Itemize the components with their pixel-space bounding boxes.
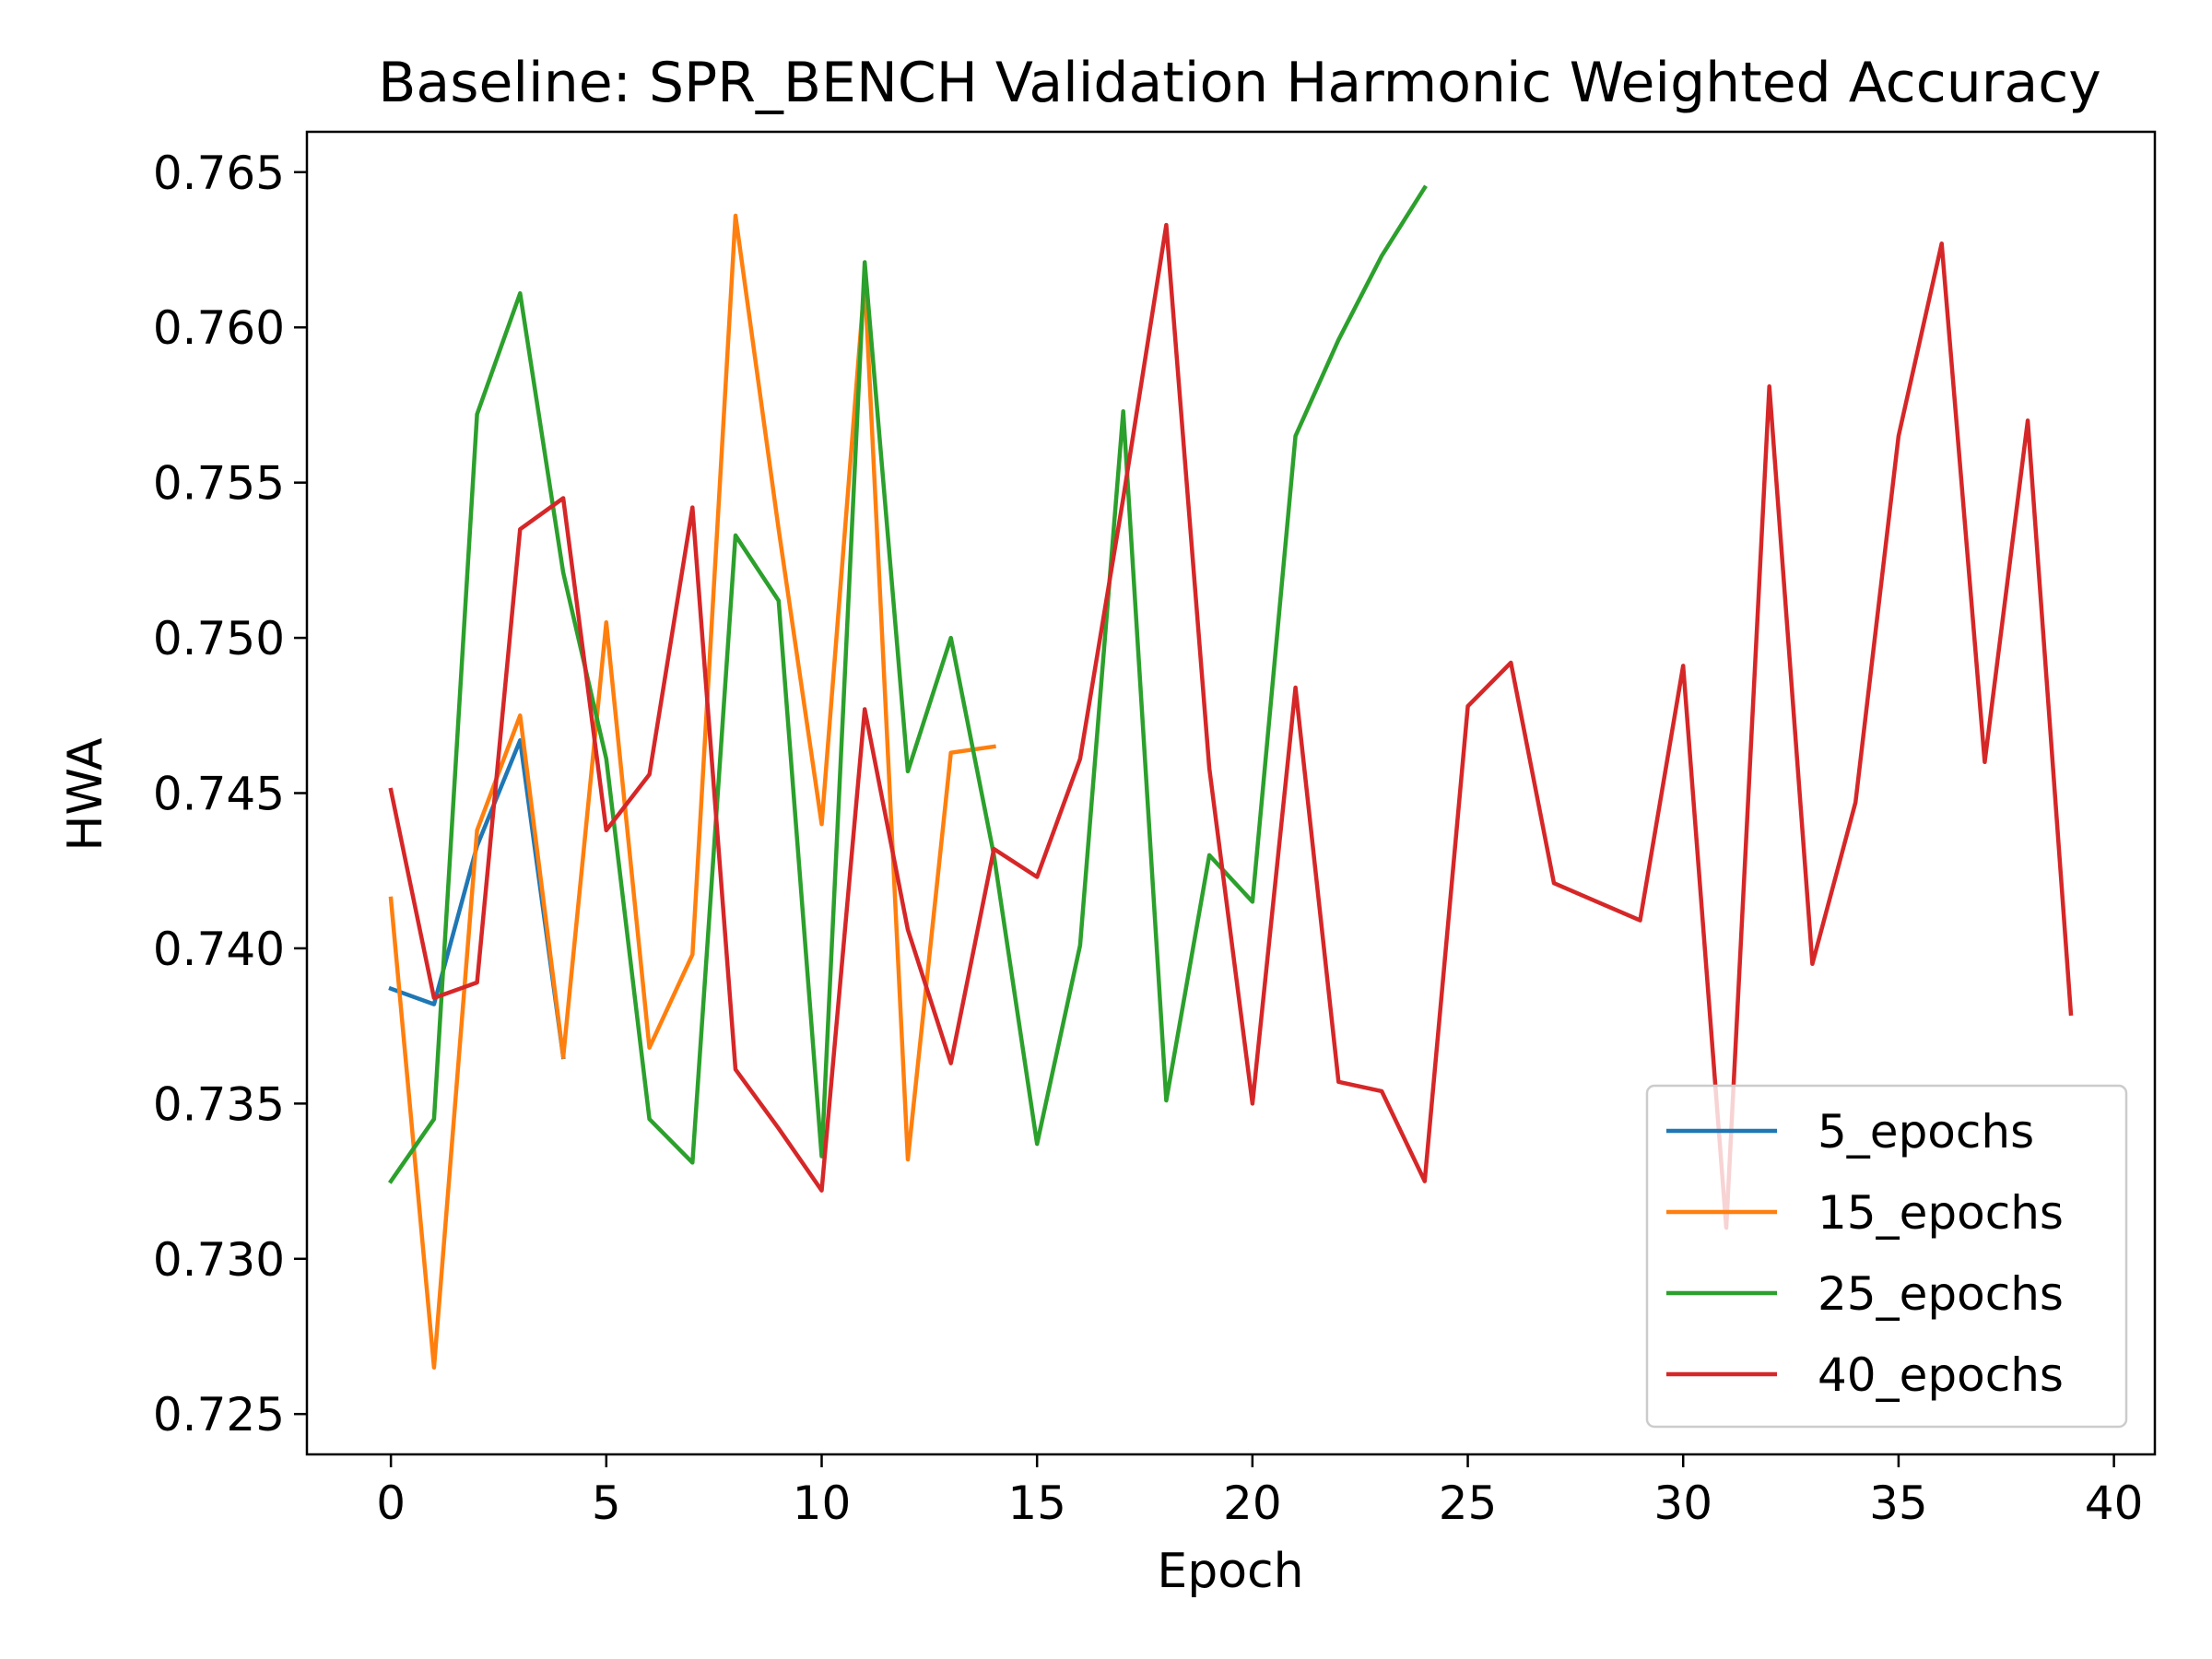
series-line-40_epochs bbox=[388, 222, 2074, 1230]
x-tick-label: 10 bbox=[793, 1477, 852, 1530]
y-tick-label: 0.745 bbox=[153, 768, 285, 821]
y-tick-label: 0.735 bbox=[153, 1077, 285, 1131]
y-axis-label: HWA bbox=[58, 737, 113, 852]
x-axis-label: Epoch bbox=[1157, 1544, 1303, 1599]
x-tick-label: 30 bbox=[1653, 1477, 1712, 1530]
y-tick-label: 0.765 bbox=[153, 147, 285, 200]
x-tick-label: 15 bbox=[1007, 1477, 1066, 1530]
plot-lines bbox=[387, 184, 2074, 1370]
y-tick-label: 0.730 bbox=[153, 1233, 285, 1287]
y-tick-label: 0.750 bbox=[153, 612, 285, 665]
x-tick-label: 20 bbox=[1223, 1477, 1282, 1530]
legend-label-40_epochs: 40_epochs bbox=[1818, 1348, 2064, 1402]
x-axis-ticks: 0 5 10 15 20 25 30 35 40 bbox=[376, 1454, 2143, 1530]
y-tick-label: 0.760 bbox=[153, 301, 285, 355]
x-tick-label: 35 bbox=[1869, 1477, 1928, 1530]
legend: 5_epochs 15_epochs 25_epochs 40_epochs bbox=[1645, 1084, 2128, 1429]
y-tick-label: 0.755 bbox=[153, 457, 285, 511]
chart-title: Baseline: SPR_BENCH Validation Harmonic … bbox=[378, 51, 2100, 115]
legend-label-15_epochs: 15_epochs bbox=[1818, 1186, 2064, 1240]
series-line-25_epochs bbox=[387, 184, 1428, 1184]
y-axis-ticks: 0.725 0.730 0.735 0.740 0.745 0.750 0.755 0.760… bbox=[153, 147, 307, 1441]
y-tick-label: 0.740 bbox=[153, 923, 285, 976]
x-tick-label: 40 bbox=[2085, 1477, 2144, 1530]
x-tick-label: 5 bbox=[592, 1477, 621, 1530]
x-tick-label: 25 bbox=[1439, 1477, 1498, 1530]
axes-frame bbox=[305, 130, 2157, 1456]
legend-box bbox=[1645, 1084, 2128, 1429]
y-tick-label: 0.725 bbox=[153, 1388, 285, 1441]
legend-label-25_epochs: 25_epochs bbox=[1818, 1267, 2064, 1321]
x-tick-label: 0 bbox=[376, 1477, 406, 1530]
legend-label-5_epochs: 5_epochs bbox=[1818, 1105, 2034, 1159]
